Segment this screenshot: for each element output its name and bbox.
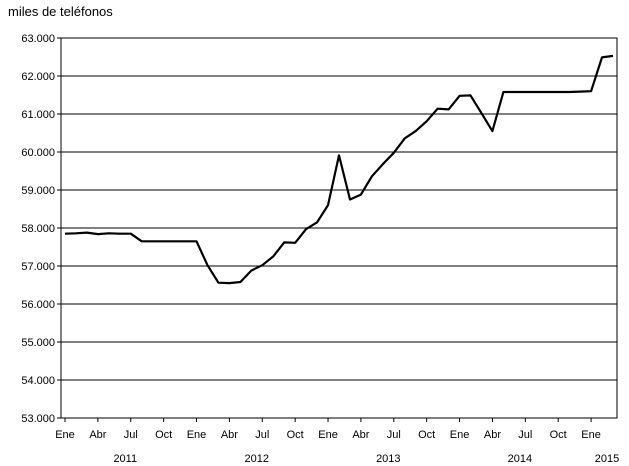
x-tick-label: Ene bbox=[187, 429, 207, 441]
y-tick-label: 61.000 bbox=[21, 109, 55, 121]
x-tick-label: Oct bbox=[550, 429, 567, 441]
x-year-label: 2012 bbox=[245, 453, 269, 465]
y-axis-title: miles de teléfonos bbox=[8, 4, 113, 19]
y-tick-label: 58.000 bbox=[21, 223, 55, 235]
x-tick-label: Oct bbox=[155, 429, 172, 441]
x-tick-label: Ene bbox=[55, 429, 75, 441]
series-line bbox=[64, 54, 614, 285]
y-tick-label: 54.000 bbox=[21, 375, 55, 387]
y-tick-label: 62.000 bbox=[21, 71, 55, 83]
y-tick-label: 59.000 bbox=[21, 185, 55, 197]
x-tick-label: Ene bbox=[318, 429, 338, 441]
x-tick-label: Ene bbox=[450, 429, 470, 441]
y-tick-label: 55.000 bbox=[21, 337, 55, 349]
x-tick-label: Jul bbox=[255, 429, 269, 441]
x-tick-label: Oct bbox=[418, 429, 435, 441]
x-tick-label: Jul bbox=[387, 429, 401, 441]
x-tick-label: Abr bbox=[352, 429, 369, 441]
x-tick-label: Jul bbox=[124, 429, 138, 441]
x-year-label: 2015 bbox=[595, 453, 619, 465]
y-tick-label: 56.000 bbox=[21, 299, 55, 311]
y-tick-label: 53.000 bbox=[21, 413, 55, 425]
x-tick-label: Ene bbox=[581, 429, 601, 441]
y-tick-label: 60.000 bbox=[21, 147, 55, 159]
y-tick-label: 57.000 bbox=[21, 261, 55, 273]
y-tick-label: 63.000 bbox=[21, 33, 55, 45]
x-tick-label: Oct bbox=[287, 429, 304, 441]
x-tick-label: Jul bbox=[518, 429, 532, 441]
x-tick-label: Abr bbox=[221, 429, 238, 441]
x-tick-label: Abr bbox=[89, 429, 106, 441]
x-year-label: 2014 bbox=[508, 453, 532, 465]
x-year-label: 2013 bbox=[376, 453, 400, 465]
x-tick-label: Abr bbox=[484, 429, 501, 441]
x-year-label: 2011 bbox=[113, 453, 137, 465]
plot-frame bbox=[60, 37, 618, 419]
